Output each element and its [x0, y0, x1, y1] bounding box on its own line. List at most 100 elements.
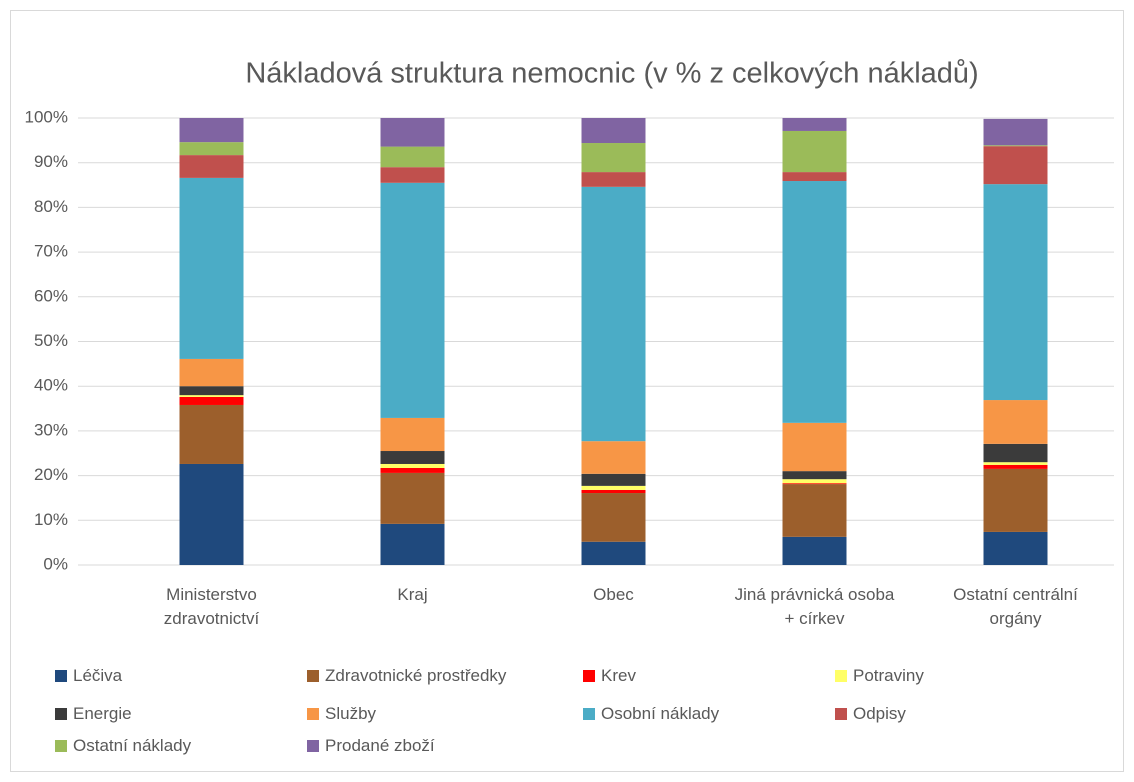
y-tick-label: 10% — [34, 510, 68, 529]
bar-segment — [581, 172, 646, 187]
bar-segment — [983, 462, 1048, 465]
bar-segment — [380, 463, 445, 469]
y-tick-label: 50% — [34, 331, 68, 350]
legend-swatch — [55, 708, 67, 720]
legend-label: Odpisy — [853, 704, 906, 723]
bar-segment — [782, 471, 847, 480]
bar-segment — [983, 146, 1048, 185]
y-tick-label: 100% — [25, 107, 68, 126]
legend-item: Zdravotnické prostředky — [307, 666, 506, 686]
y-tick-label: 0% — [43, 554, 68, 573]
legend-label: Prodané zboží — [325, 736, 435, 755]
bar-segment — [983, 145, 1048, 147]
bar-segment — [380, 451, 445, 464]
bar-segment — [983, 468, 1048, 532]
x-tick-label: Ministerstvo zdravotnictví — [163, 585, 260, 628]
bar-segment — [782, 130, 847, 173]
bar-segment — [581, 541, 646, 565]
legend-swatch — [307, 740, 319, 752]
y-tick-label: 40% — [34, 376, 68, 395]
bar-segment — [179, 404, 244, 464]
x-tick-label: Jiná právnická osoba + církev — [734, 585, 895, 628]
legend-item: Energie — [55, 704, 132, 724]
legend-item: Odpisy — [835, 704, 906, 724]
bar-segment — [983, 400, 1048, 444]
bar-segment — [179, 395, 244, 397]
bar-segment — [983, 464, 1048, 469]
bar-segment — [983, 443, 1048, 463]
bar-segment — [581, 118, 646, 144]
y-tick-label: 30% — [34, 420, 68, 439]
bar-segment — [581, 186, 646, 442]
bar-segment — [380, 468, 445, 473]
legend-label: Služby — [325, 704, 377, 723]
x-tick-label: Kraj — [397, 585, 428, 604]
legend-label: Zdravotnické prostředky — [325, 666, 507, 685]
y-tick-label: 70% — [34, 242, 68, 261]
bar-segment — [179, 396, 244, 405]
bar-segment — [179, 118, 244, 143]
legend-swatch — [307, 708, 319, 720]
bar-segment — [380, 118, 445, 147]
bar-segment — [581, 493, 646, 542]
y-tick-label: 20% — [34, 465, 68, 484]
bar-segment — [581, 473, 646, 486]
legend-swatch — [307, 670, 319, 682]
bar-segment — [782, 483, 847, 485]
legend-swatch — [583, 670, 595, 682]
legend-label: Energie — [73, 704, 132, 723]
bar-segment — [581, 441, 646, 474]
bar-segment — [380, 167, 445, 183]
bar-segment — [179, 177, 244, 359]
legend-item: Osobní náklady — [583, 704, 719, 724]
bar-segment — [380, 523, 445, 565]
bar-segment — [782, 479, 847, 484]
bar-segment — [179, 463, 244, 565]
legend-item: Krev — [583, 666, 636, 686]
legend-label: Krev — [601, 666, 636, 685]
bar-segment — [782, 181, 847, 423]
legend-swatch — [835, 708, 847, 720]
bar-segment — [179, 386, 244, 396]
legend-swatch — [835, 670, 847, 682]
chart-border — [10, 10, 1124, 772]
bar-segment — [782, 484, 847, 537]
legend-label: Osobní náklady — [601, 704, 720, 723]
bar-segment — [179, 142, 244, 156]
legend-label: Ostatní náklady — [73, 736, 192, 755]
legend-item: Prodané zboží — [307, 736, 435, 756]
legend-label: Léčiva — [73, 666, 123, 685]
bar-segment — [782, 422, 847, 472]
bar-segment — [782, 172, 847, 182]
bar-segment — [581, 143, 646, 173]
legend-swatch — [55, 740, 67, 752]
bar-segment — [179, 358, 244, 387]
bar-segment — [380, 182, 445, 418]
legend-label: Potraviny — [853, 666, 924, 685]
y-tick-label: 90% — [34, 152, 68, 171]
legend-item: Služby — [307, 704, 376, 724]
bar-segment — [380, 417, 445, 452]
bar-segment — [782, 118, 847, 131]
y-tick-label: 80% — [34, 197, 68, 216]
bar-segment — [983, 118, 1048, 146]
legend-item: Ostatní náklady — [55, 736, 191, 756]
bar-segment — [983, 531, 1048, 565]
bar-segment — [782, 536, 847, 565]
chart-title: Nákladová struktura nemocnic (v % z celk… — [245, 58, 978, 90]
legend-swatch — [583, 708, 595, 720]
x-tick-label: Ostatní centrální orgány — [953, 585, 1078, 628]
legend-item: Potraviny — [835, 666, 924, 686]
bar-segment — [581, 485, 646, 490]
legend-item: Léčiva — [55, 666, 122, 686]
bar-segment — [380, 146, 445, 168]
bar-segment — [983, 184, 1048, 401]
bar-segment — [380, 472, 445, 524]
bar-segment — [179, 155, 244, 178]
x-tick-label: Obec — [593, 585, 634, 604]
y-tick-label: 60% — [34, 286, 68, 305]
bar-segment — [581, 489, 646, 494]
legend-swatch — [55, 670, 67, 682]
